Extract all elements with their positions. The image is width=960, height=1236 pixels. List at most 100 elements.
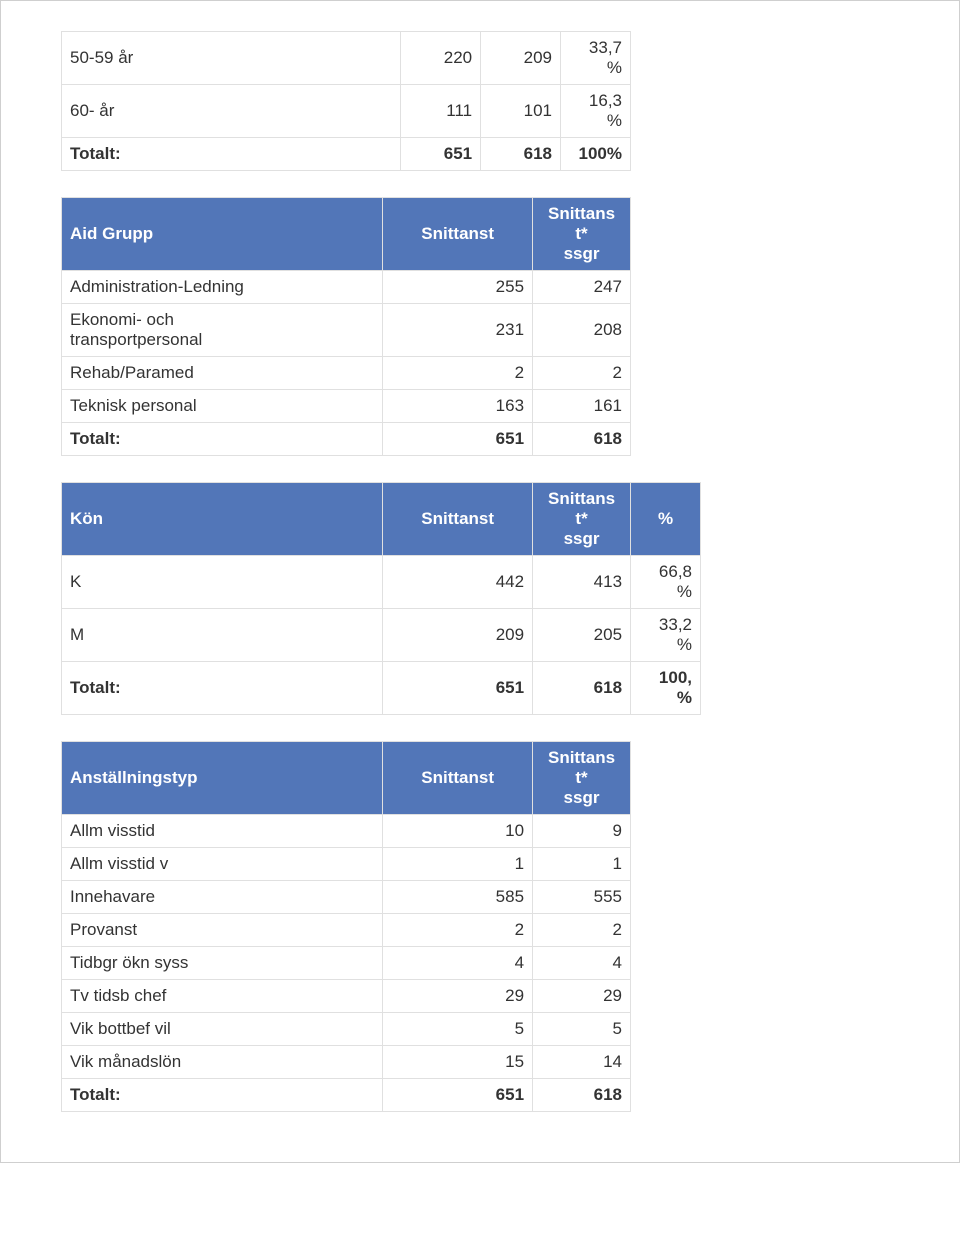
col-header: Anställningstyp (62, 742, 383, 815)
table-row: Administration-Ledning 255 247 (62, 271, 631, 304)
cell-value: 4 (533, 947, 631, 980)
cell-value: 442 (383, 556, 533, 609)
cell-value: 15 (383, 1046, 533, 1079)
cell-value: 10 (383, 815, 533, 848)
cell-value: 9 (533, 815, 631, 848)
cell-value: 413 (533, 556, 631, 609)
table-row: 60- år 111 101 16,3 % (62, 85, 631, 138)
table-row: K 442 413 66,8 % (62, 556, 701, 609)
col-header: Aid Grupp (62, 198, 383, 271)
cell-value: 29 (533, 980, 631, 1013)
row-label: Rehab/Paramed (62, 357, 383, 390)
cell-value: 2 (383, 357, 533, 390)
row-label: Administration-Ledning (62, 271, 383, 304)
col-header: Snittanst (383, 742, 533, 815)
cell-value: 651 (401, 138, 481, 171)
cell-percent: 33,7 % (561, 32, 631, 85)
row-label: Vik månadslön (62, 1046, 383, 1079)
table-header: Aid Grupp Snittanst Snittans t* ssgr (62, 198, 631, 271)
total-label: Totalt: (62, 1079, 383, 1112)
cell-value: 101 (481, 85, 561, 138)
cell-percent: 100% (561, 138, 631, 171)
row-label: Innehavare (62, 881, 383, 914)
table-row: Tv tidsb chef 29 29 (62, 980, 631, 1013)
col-header: % (631, 483, 701, 556)
cell-percent: 33,2 % (631, 609, 701, 662)
row-label: 50-59 år (62, 32, 401, 85)
cell-value: 585 (383, 881, 533, 914)
row-label: 60- år (62, 85, 401, 138)
row-label: Allm visstid v (62, 848, 383, 881)
col-header: Snittans t* ssgr (533, 198, 631, 271)
cell-percent: 16,3 % (561, 85, 631, 138)
cell-value: 651 (383, 423, 533, 456)
cell-value: 29 (383, 980, 533, 1013)
cell-value: 4 (383, 947, 533, 980)
col-header: Snittanst (383, 483, 533, 556)
cell-value: 163 (383, 390, 533, 423)
table-row: M 209 205 33,2 % (62, 609, 701, 662)
anstallningstyp-table: Anställningstyp Snittanst Snittans t* ss… (61, 741, 631, 1112)
col-header: Snittans t* ssgr (533, 483, 631, 556)
table-row: Ekonomi- och transportpersonal 231 208 (62, 304, 631, 357)
cell-value: 209 (383, 609, 533, 662)
table-row-total: Totalt: 651 618 (62, 423, 631, 456)
cell-value: 1 (533, 848, 631, 881)
row-label: Provanst (62, 914, 383, 947)
kon-table: Kön Snittanst Snittans t* ssgr % K 442 4… (61, 482, 701, 715)
cell-value: 161 (533, 390, 631, 423)
table-row: Vik bottbef vil 5 5 (62, 1013, 631, 1046)
table-row: Allm visstid 10 9 (62, 815, 631, 848)
age-table: 50-59 år 220 209 33,7 % 60- år 111 101 1… (61, 31, 631, 171)
row-label: Tidbgr ökn syss (62, 947, 383, 980)
cell-value: 247 (533, 271, 631, 304)
total-label: Totalt: (62, 423, 383, 456)
table-row-total: Totalt: 651 618 (62, 1079, 631, 1112)
cell-value: 618 (533, 662, 631, 715)
row-label: Tv tidsb chef (62, 980, 383, 1013)
cell-value: 1 (383, 848, 533, 881)
table-row: Provanst 2 2 (62, 914, 631, 947)
cell-value: 2 (533, 357, 631, 390)
col-header: Snittans t* ssgr (533, 742, 631, 815)
cell-value: 205 (533, 609, 631, 662)
cell-value: 209 (481, 32, 561, 85)
cell-value: 651 (383, 1079, 533, 1112)
col-header: Kön (62, 483, 383, 556)
cell-value: 255 (383, 271, 533, 304)
cell-value: 5 (533, 1013, 631, 1046)
col-header: Snittanst (383, 198, 533, 271)
table-row: Innehavare 585 555 (62, 881, 631, 914)
cell-percent: 100, % (631, 662, 701, 715)
row-label: K (62, 556, 383, 609)
cell-value: 651 (383, 662, 533, 715)
table-row: Allm visstid v 1 1 (62, 848, 631, 881)
cell-value: 555 (533, 881, 631, 914)
table-row: Tidbgr ökn syss 4 4 (62, 947, 631, 980)
cell-percent: 66,8 % (631, 556, 701, 609)
cell-value: 14 (533, 1046, 631, 1079)
cell-value: 618 (533, 423, 631, 456)
total-label: Totalt: (62, 138, 401, 171)
cell-value: 2 (533, 914, 631, 947)
cell-value: 111 (401, 85, 481, 138)
cell-value: 2 (383, 914, 533, 947)
page: 50-59 år 220 209 33,7 % 60- år 111 101 1… (0, 0, 960, 1163)
row-label: M (62, 609, 383, 662)
table-header: Anställningstyp Snittanst Snittans t* ss… (62, 742, 631, 815)
table-row: Rehab/Paramed 2 2 (62, 357, 631, 390)
total-label: Totalt: (62, 662, 383, 715)
row-label: Vik bottbef vil (62, 1013, 383, 1046)
table-row-total: Totalt: 651 618 100% (62, 138, 631, 171)
cell-value: 220 (401, 32, 481, 85)
row-label: Ekonomi- och transportpersonal (62, 304, 383, 357)
table-row: Vik månadslön 15 14 (62, 1046, 631, 1079)
table-header: Kön Snittanst Snittans t* ssgr % (62, 483, 701, 556)
row-label: Teknisk personal (62, 390, 383, 423)
table-row: 50-59 år 220 209 33,7 % (62, 32, 631, 85)
cell-value: 618 (533, 1079, 631, 1112)
row-label: Allm visstid (62, 815, 383, 848)
aid-grupp-table: Aid Grupp Snittanst Snittans t* ssgr Adm… (61, 197, 631, 456)
cell-value: 618 (481, 138, 561, 171)
cell-value: 208 (533, 304, 631, 357)
